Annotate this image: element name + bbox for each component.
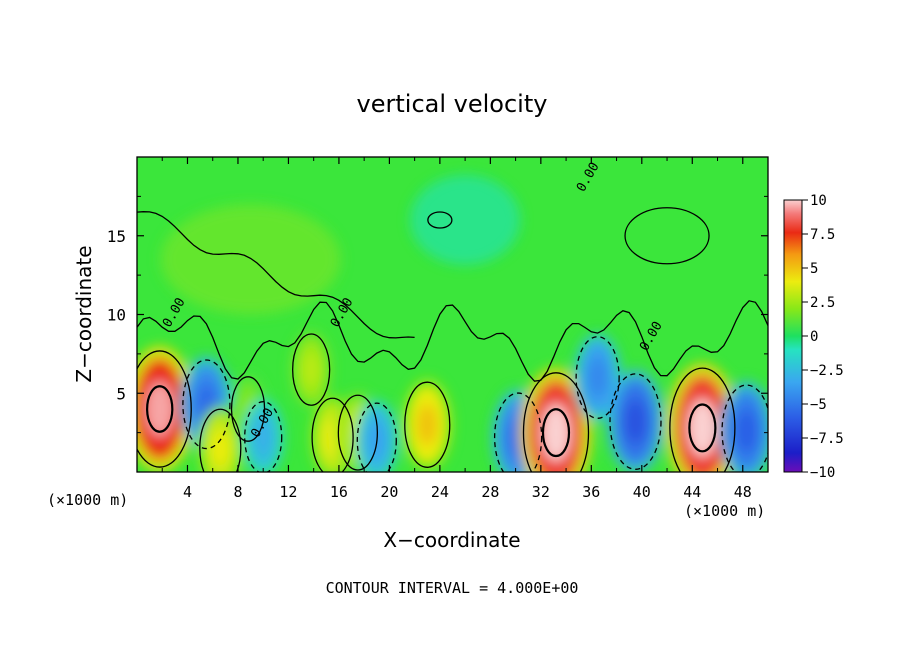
velocity-field	[137, 175, 768, 472]
contour-line	[541, 408, 571, 458]
zero-contour	[137, 211, 415, 339]
contour-line	[669, 367, 736, 472]
contour-line	[311, 397, 354, 472]
contour-line	[404, 381, 451, 468]
zero-contour	[137, 300, 768, 382]
contour-line	[688, 403, 717, 453]
contour-line	[137, 350, 192, 468]
x-tick-label: 20	[380, 483, 398, 501]
contour-lines	[137, 207, 768, 472]
contour-line	[146, 385, 174, 433]
contour-line	[182, 359, 231, 450]
field-blob	[735, 409, 758, 454]
colorbar-tick-label: 10	[810, 193, 827, 209]
colorbar-tick-label: −2.5	[810, 363, 844, 379]
contour-line	[199, 408, 242, 472]
contour-line	[292, 333, 331, 406]
x-tick-label: 28	[481, 483, 499, 501]
x-unit-label: (×1000 m)	[47, 491, 128, 509]
contour-line	[493, 392, 543, 472]
y-tick-label: 10	[107, 306, 126, 325]
field-blob	[417, 404, 438, 446]
contour-line	[337, 394, 379, 471]
zero-contour	[427, 211, 453, 229]
colorbar-gradient	[783, 199, 803, 473]
x-tick-label: 8	[233, 483, 242, 501]
x-axis-label: X−coordinate	[383, 528, 520, 552]
colorbar-tick-label: −5	[810, 397, 827, 413]
colorbar-ticks: 10 7.5 5 2.5 0 −2.5 −5 −7.5 −10	[802, 193, 844, 481]
contour-line	[244, 401, 283, 472]
field-blob	[160, 204, 341, 315]
contour-line	[575, 336, 620, 419]
colorbar-tick-label: −7.5	[810, 431, 844, 447]
x-tick-label: 36	[582, 483, 600, 501]
y-tick-label: 5	[116, 384, 126, 403]
field-blob	[410, 175, 521, 265]
field-blob	[145, 381, 174, 437]
x-tick-label: 12	[279, 483, 297, 501]
colorbar-tick-label: 2.5	[810, 295, 835, 311]
zero-contour	[624, 207, 710, 265]
field-blob	[541, 404, 571, 462]
colorbar-tick-label: −10	[810, 465, 835, 481]
plot-area: 0.00 0.000.000.000.00	[136, 156, 769, 473]
field-blob	[588, 357, 608, 398]
x-tick-label: 16	[330, 483, 348, 501]
colorbar-tick-label: 0	[810, 329, 818, 345]
chart-title: vertical velocity	[357, 90, 548, 118]
contour-line	[230, 376, 266, 442]
y-axis-label: Z−coordinate	[72, 245, 96, 382]
y-axis: 5 10 15	[107, 195, 768, 434]
field-blob	[255, 420, 272, 455]
x-tick-label: 4	[183, 483, 192, 501]
contour-interval-note: CONTOUR INTERVAL = 4.000E+00	[326, 579, 579, 597]
x-unit-label-right: (×1000 m)	[684, 502, 765, 520]
field-blob	[211, 429, 230, 468]
x-tick-label: 48	[734, 483, 752, 501]
x-tick-label: 40	[633, 483, 651, 501]
field-blob	[303, 352, 320, 387]
y-tick-label: 15	[107, 227, 126, 246]
colorbar: 10 7.5 5 2.5 0 −2.5 −5 −7.5 −10	[783, 193, 844, 481]
x-axis: 4 8 12 16 20 24 28 32 36 40 44 48	[161, 157, 752, 501]
field-blob	[688, 399, 717, 457]
contour-line	[609, 373, 662, 470]
colorbar-tick-label: 7.5	[810, 227, 835, 243]
x-tick-label: 24	[431, 483, 449, 501]
contour-line	[356, 402, 397, 472]
field-blob	[624, 398, 647, 445]
colorbar-tick-label: 5	[810, 261, 818, 277]
x-tick-label: 32	[532, 483, 550, 501]
x-tick-label: 44	[683, 483, 701, 501]
field-blobs	[137, 175, 768, 472]
contour-line	[522, 372, 590, 472]
